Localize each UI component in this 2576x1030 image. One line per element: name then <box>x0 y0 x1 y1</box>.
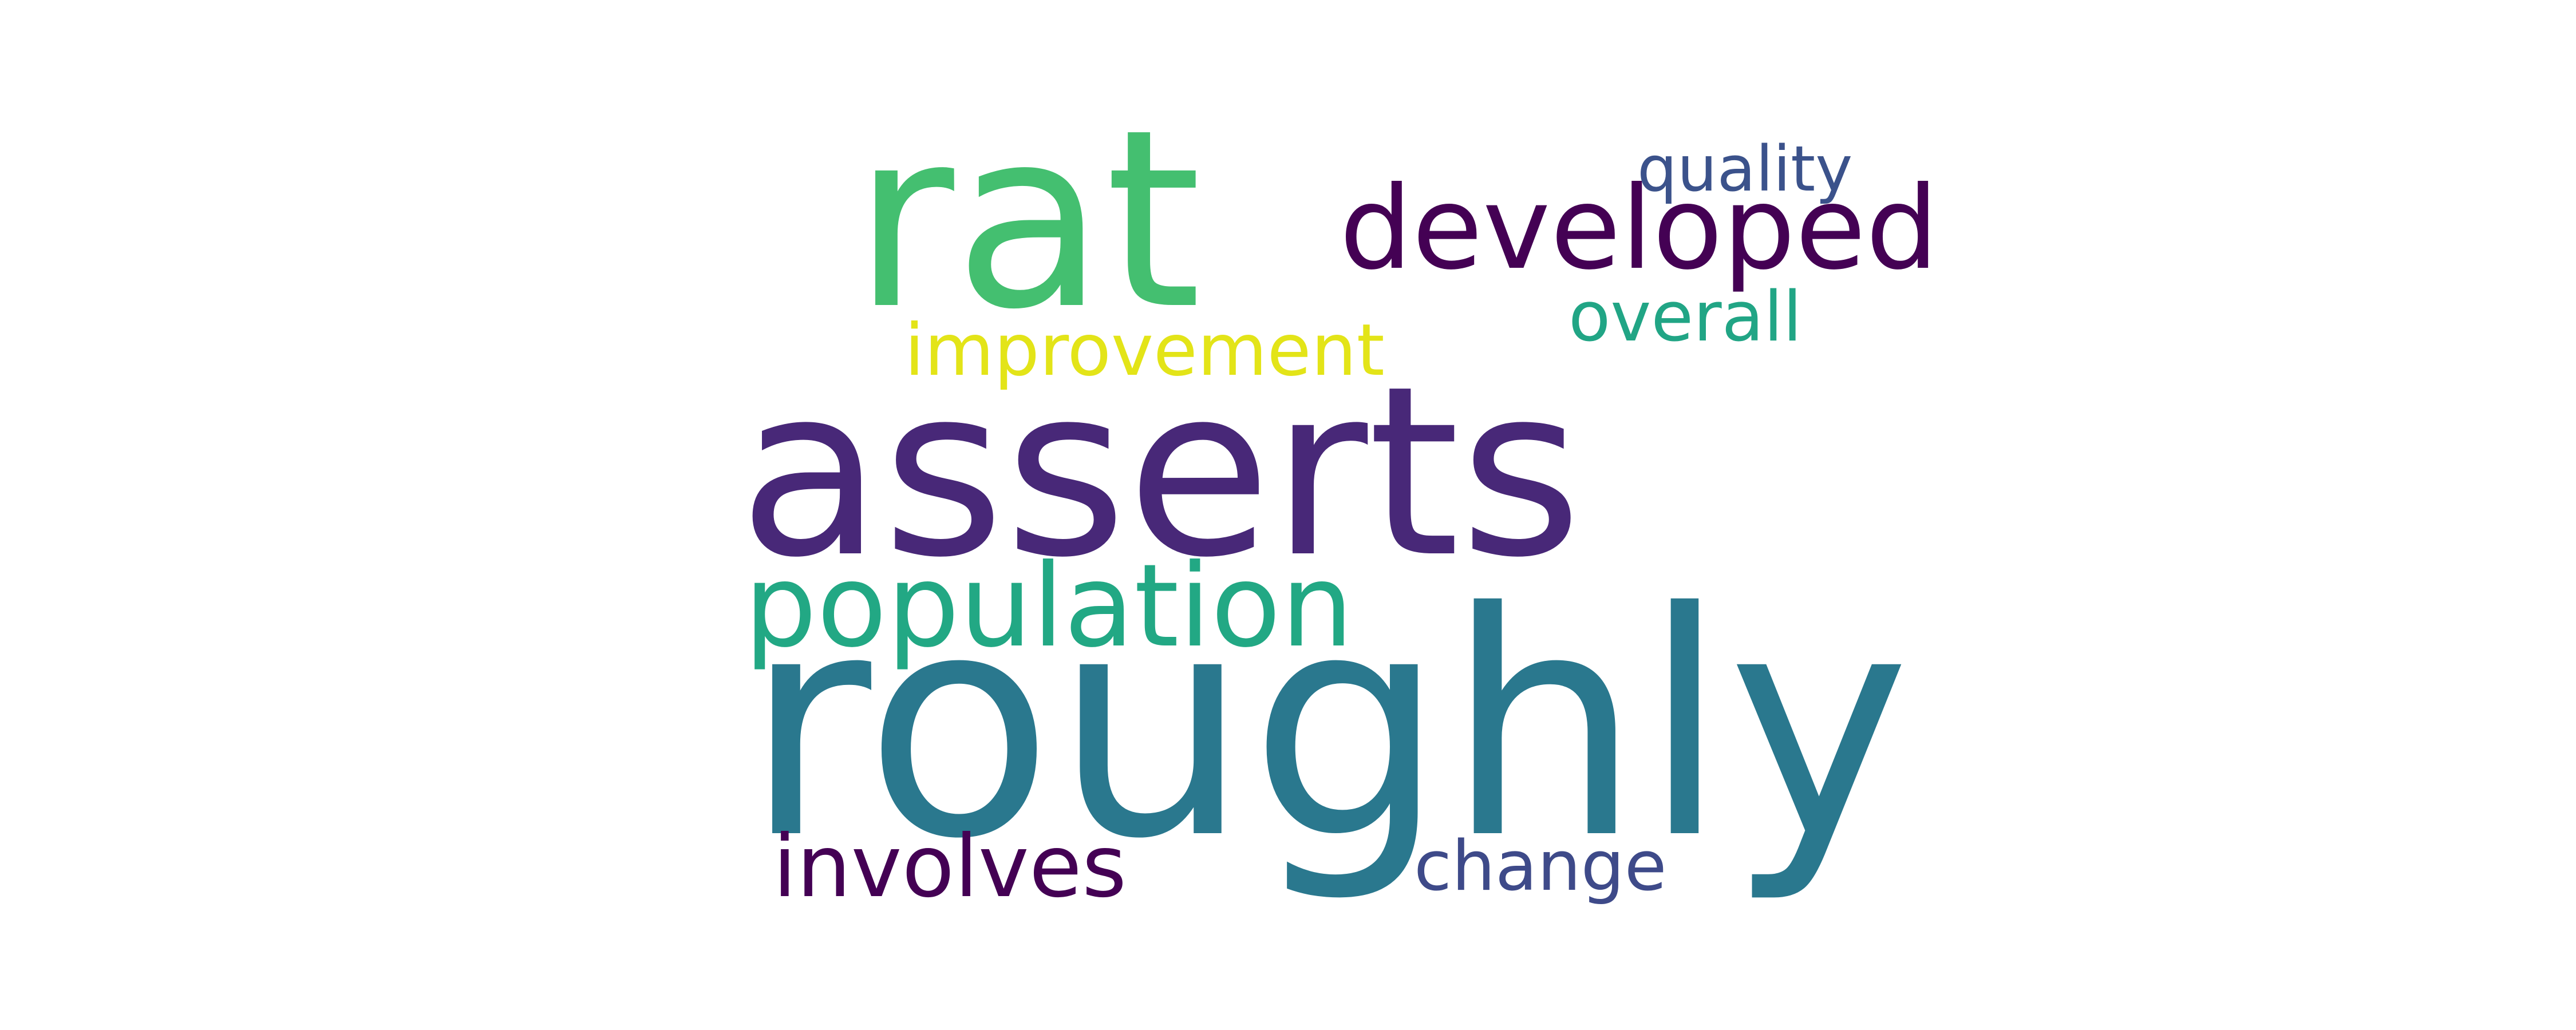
word-overall: overall <box>1568 278 1802 357</box>
word-asserts: asserts <box>738 335 1582 609</box>
word-quality: quality <box>1637 132 1853 205</box>
word-rat: rat <box>853 77 1202 363</box>
word-change: change <box>1414 827 1667 906</box>
word-improvement: improvement <box>904 309 1385 392</box>
word-roughly: roughly <box>744 547 1911 906</box>
word-involves: involves <box>773 817 1127 917</box>
word-population: population <box>744 540 1354 673</box>
word-developed: developed <box>1340 162 1939 295</box>
